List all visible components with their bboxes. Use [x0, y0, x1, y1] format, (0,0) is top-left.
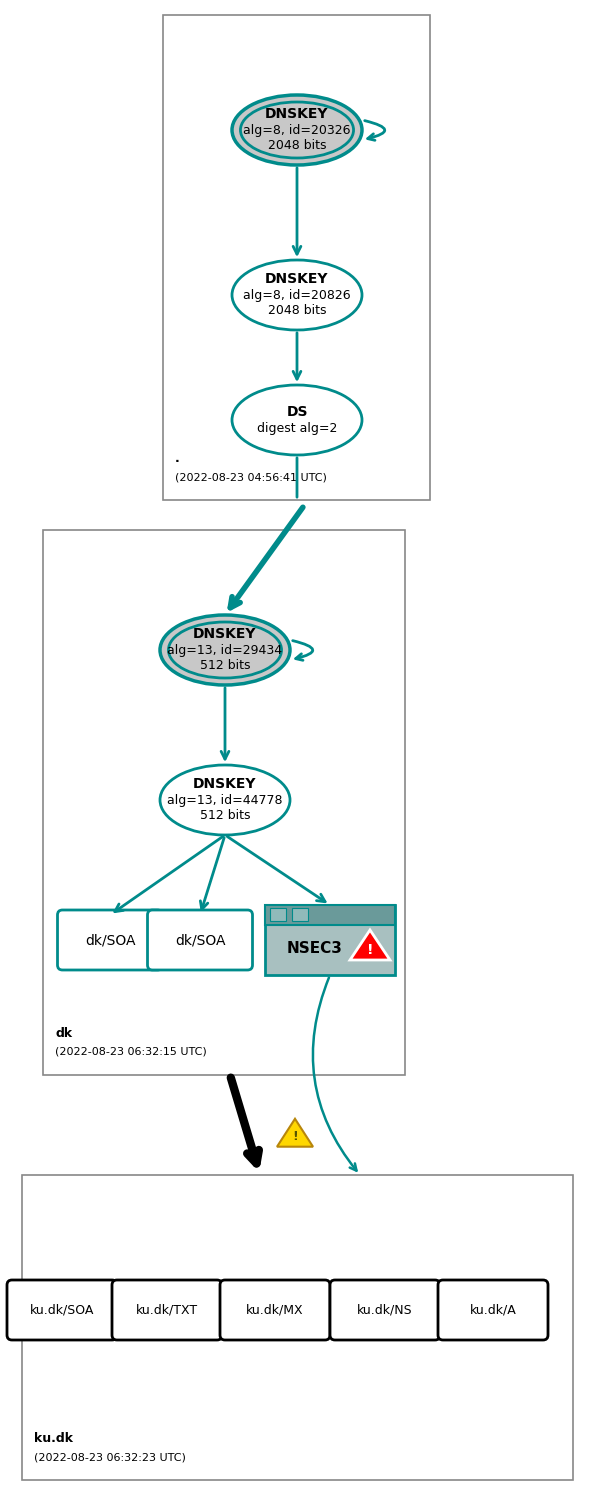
Ellipse shape	[160, 615, 290, 685]
FancyBboxPatch shape	[330, 1281, 440, 1340]
Ellipse shape	[160, 764, 290, 835]
Text: ku.dk/SOA: ku.dk/SOA	[30, 1303, 94, 1316]
Text: (2022-08-23 06:32:15 UTC): (2022-08-23 06:32:15 UTC)	[55, 1047, 206, 1058]
Text: ku.dk/MX: ku.dk/MX	[246, 1303, 304, 1316]
Text: !: !	[367, 942, 373, 957]
Ellipse shape	[232, 384, 362, 455]
Text: .: .	[175, 452, 180, 465]
Ellipse shape	[232, 96, 362, 165]
FancyBboxPatch shape	[58, 910, 162, 969]
Text: NSEC3: NSEC3	[287, 941, 343, 956]
Text: 2048 bits: 2048 bits	[268, 139, 326, 151]
Text: DNSKEY: DNSKEY	[265, 272, 329, 286]
FancyBboxPatch shape	[438, 1281, 548, 1340]
Text: ku.dk: ku.dk	[34, 1432, 73, 1445]
Text: alg=8, id=20826: alg=8, id=20826	[243, 289, 351, 302]
Bar	[292, 908, 308, 922]
FancyBboxPatch shape	[148, 910, 252, 969]
Polygon shape	[277, 1119, 313, 1147]
Text: dk: dk	[55, 1026, 72, 1040]
Text: !: !	[292, 1131, 298, 1143]
Bar	[22, 1174, 573, 1480]
FancyBboxPatch shape	[220, 1281, 330, 1340]
Bar	[270, 908, 286, 922]
Text: dk/SOA: dk/SOA	[175, 934, 226, 947]
Text: ku.dk/NS: ku.dk/NS	[357, 1303, 413, 1316]
Text: (2022-08-23 04:56:41 UTC): (2022-08-23 04:56:41 UTC)	[175, 473, 327, 482]
FancyBboxPatch shape	[7, 1281, 117, 1340]
Text: 2048 bits: 2048 bits	[268, 304, 326, 317]
Text: digest alg=2: digest alg=2	[257, 422, 337, 434]
Text: ku.dk/A: ku.dk/A	[469, 1303, 516, 1316]
Text: dk/SOA: dk/SOA	[84, 934, 135, 947]
Text: 512 bits: 512 bits	[200, 658, 250, 672]
Text: DS: DS	[286, 405, 308, 419]
FancyBboxPatch shape	[112, 1281, 222, 1340]
Text: DNSKEY: DNSKEY	[193, 627, 257, 640]
Bar	[265, 905, 395, 925]
Text: alg=8, id=20326: alg=8, id=20326	[243, 124, 350, 136]
Text: alg=13, id=44778: alg=13, id=44778	[167, 793, 283, 806]
Text: DNSKEY: DNSKEY	[265, 108, 329, 121]
Text: DNSKEY: DNSKEY	[193, 776, 257, 791]
Text: 512 bits: 512 bits	[200, 808, 250, 821]
Text: (2022-08-23 06:32:23 UTC): (2022-08-23 06:32:23 UTC)	[34, 1453, 186, 1462]
Bar	[265, 905, 395, 975]
Ellipse shape	[232, 260, 362, 331]
Polygon shape	[350, 931, 390, 960]
Bar	[163, 15, 430, 500]
Text: ku.dk/TXT: ku.dk/TXT	[136, 1303, 198, 1316]
Text: alg=13, id=29434: alg=13, id=29434	[167, 643, 283, 657]
Bar	[43, 530, 405, 1076]
